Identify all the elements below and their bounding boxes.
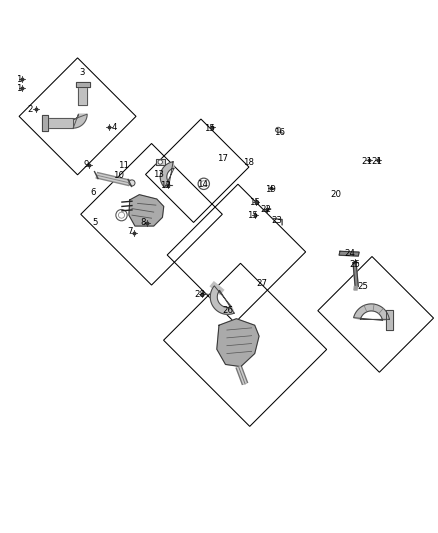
- Polygon shape: [354, 287, 357, 290]
- Text: 15: 15: [247, 211, 258, 220]
- Circle shape: [118, 212, 124, 218]
- Text: 24: 24: [344, 249, 355, 258]
- Text: 17: 17: [217, 154, 228, 163]
- Text: 25: 25: [349, 260, 360, 269]
- Polygon shape: [42, 115, 47, 131]
- Polygon shape: [217, 319, 259, 367]
- Circle shape: [116, 209, 127, 221]
- Text: 14: 14: [197, 180, 208, 189]
- Text: 22: 22: [261, 205, 272, 214]
- Text: 21: 21: [371, 157, 382, 166]
- Text: 26: 26: [222, 305, 233, 314]
- Text: 28: 28: [194, 290, 205, 300]
- Polygon shape: [353, 304, 389, 320]
- Text: 27: 27: [256, 279, 267, 288]
- Text: 25: 25: [357, 281, 368, 290]
- Text: 13: 13: [153, 169, 164, 179]
- Text: 20: 20: [330, 190, 341, 199]
- Text: 16: 16: [274, 128, 285, 137]
- Polygon shape: [386, 310, 393, 329]
- Text: 15: 15: [249, 198, 260, 207]
- Text: 6: 6: [90, 188, 95, 197]
- Text: 9: 9: [84, 160, 89, 169]
- Circle shape: [129, 180, 135, 186]
- Text: 5: 5: [92, 219, 98, 228]
- Text: 18: 18: [243, 158, 254, 166]
- Polygon shape: [129, 195, 164, 226]
- Polygon shape: [339, 251, 359, 256]
- Polygon shape: [160, 162, 174, 188]
- Text: 12: 12: [160, 181, 171, 190]
- Text: 1: 1: [16, 84, 21, 93]
- Text: 2: 2: [27, 106, 32, 114]
- Text: 21: 21: [361, 157, 372, 166]
- Text: 11: 11: [118, 161, 129, 170]
- Text: 8: 8: [140, 219, 145, 228]
- Polygon shape: [78, 85, 87, 106]
- Text: 1: 1: [16, 75, 21, 84]
- Text: 4: 4: [112, 123, 117, 132]
- Circle shape: [276, 127, 281, 133]
- Polygon shape: [76, 82, 90, 87]
- Text: 15: 15: [204, 124, 215, 133]
- Text: 10: 10: [113, 171, 124, 180]
- Circle shape: [198, 178, 209, 189]
- Text: 7: 7: [127, 227, 133, 236]
- Text: 23: 23: [271, 216, 282, 225]
- Text: 3: 3: [79, 68, 85, 77]
- Circle shape: [158, 160, 162, 164]
- Polygon shape: [73, 114, 87, 128]
- Polygon shape: [353, 262, 358, 287]
- Polygon shape: [210, 286, 234, 314]
- Polygon shape: [45, 118, 73, 128]
- Polygon shape: [156, 159, 165, 165]
- Text: 19: 19: [265, 184, 276, 193]
- Circle shape: [201, 181, 207, 187]
